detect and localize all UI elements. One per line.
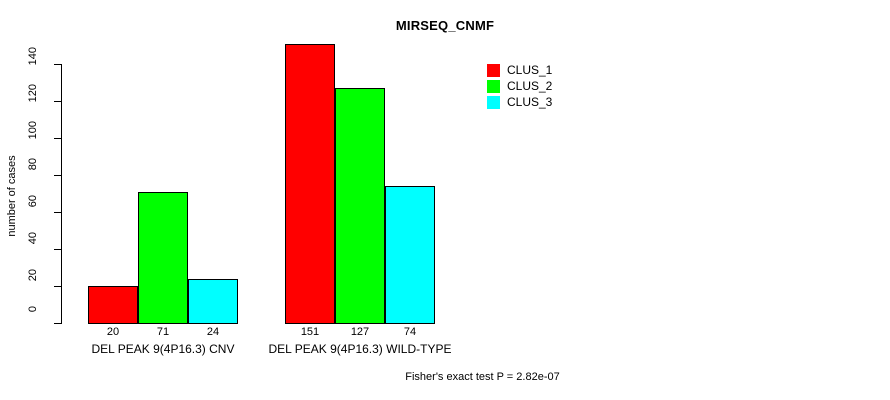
y-axis-tick-label: 120	[16, 84, 50, 107]
legend-item-label: CLUS_2	[507, 78, 553, 93]
bar-clus_1[interactable]	[88, 286, 138, 324]
legend-item-clus_3[interactable]: CLUS_3	[487, 94, 552, 110]
bar-clus_3[interactable]	[385, 186, 435, 324]
y-axis-tick-mark	[54, 249, 61, 250]
y-axis-tick-label: 100	[16, 121, 50, 144]
bar-clus_3[interactable]	[188, 278, 238, 324]
page-title: MIRSEQ_CNMF	[395, 18, 495, 33]
legend-swatch-icon	[487, 79, 500, 93]
y-axis-tick-label: 80	[16, 158, 50, 181]
legend-item-label: CLUS_1	[507, 62, 553, 77]
group-caption: DEL PEAK 9(4P16.3) CNV	[91, 342, 235, 356]
y-axis-tick-label-text: 0	[27, 306, 39, 313]
legend-swatch-icon	[487, 63, 500, 77]
y-axis-title: number of cases	[6, 155, 18, 237]
bar-value-label: 127	[350, 326, 370, 338]
footer-note: Fisher's exact test P = 2.82e-07	[0, 371, 890, 383]
y-axis-tick-label-text: 60	[27, 195, 39, 208]
legend-item-clus_1[interactable]: CLUS_1	[487, 62, 552, 78]
bar-clus_2[interactable]	[138, 191, 188, 324]
bar-clus_1[interactable]	[285, 43, 335, 324]
y-axis-tick-mark	[54, 138, 61, 139]
y-axis-line	[61, 64, 62, 324]
y-axis-tick-label-text: 100	[27, 121, 39, 140]
bar-value-label: 74	[403, 326, 417, 338]
y-axis-tick-label: 20	[16, 269, 50, 292]
bar-value-label: 71	[156, 326, 170, 338]
bar-value-label: 20	[106, 326, 120, 338]
bar-value-label: 151	[300, 326, 320, 338]
chart-legend: CLUS_1 CLUS_2 CLUS_3	[487, 62, 552, 110]
y-axis-tick-label-text: 40	[27, 232, 39, 245]
bar-clus_2[interactable]	[335, 88, 385, 324]
y-axis-tick-label: 40	[16, 232, 50, 255]
y-axis-tick-mark	[54, 64, 61, 65]
y-axis-tick-label-text: 120	[27, 84, 39, 103]
y-axis-tick-label: 0	[16, 306, 50, 329]
y-axis-tick-label: 140	[16, 47, 50, 70]
legend-swatch-icon	[487, 95, 500, 109]
y-axis-tick-mark	[54, 286, 61, 287]
fisher-test-annotation: Fisher's exact test P = 2.82e-07	[405, 371, 560, 383]
bar-value-label: 24	[206, 326, 220, 338]
y-axis-tick-mark	[54, 212, 61, 213]
y-axis-tick-label-text: 80	[27, 158, 39, 171]
y-axis-tick-mark	[54, 323, 61, 324]
y-axis-tick-mark	[54, 175, 61, 176]
y-axis-tick-label: 60	[16, 195, 50, 218]
legend-item-label: CLUS_3	[507, 94, 553, 109]
y-axis-tick-mark	[54, 101, 61, 102]
group-caption: DEL PEAK 9(4P16.3) WILD-TYPE	[268, 342, 452, 356]
legend-item-clus_2[interactable]: CLUS_2	[487, 78, 552, 94]
y-axis-tick-label-text: 20	[27, 269, 39, 282]
y-axis-tick-label-text: 140	[27, 47, 39, 66]
